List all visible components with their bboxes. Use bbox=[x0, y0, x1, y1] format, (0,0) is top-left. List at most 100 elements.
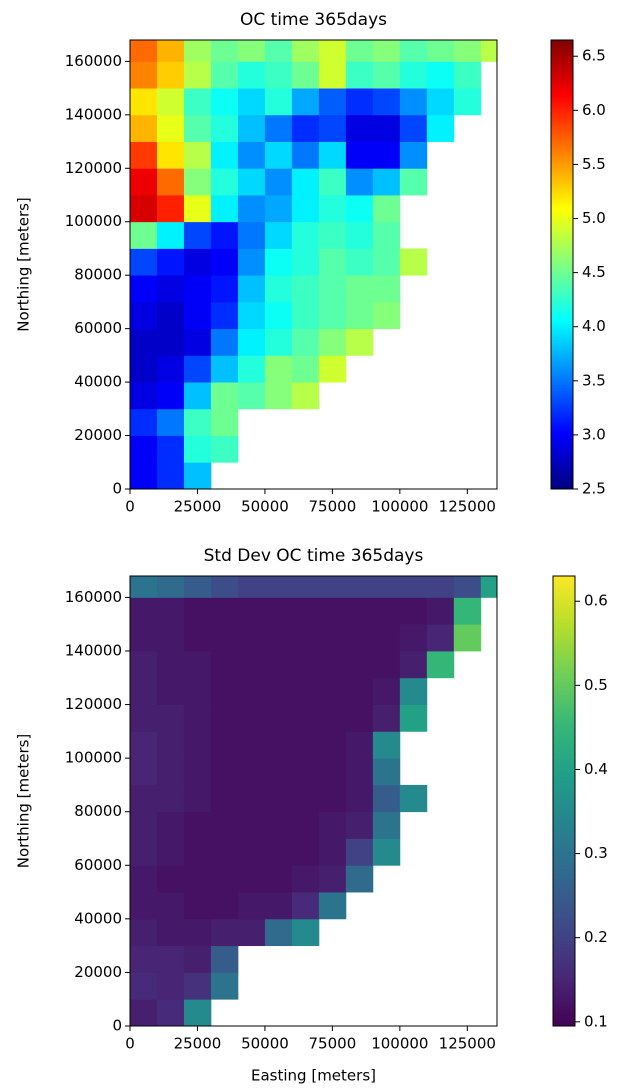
y-tick-label: 120000 bbox=[65, 695, 122, 713]
cell bbox=[156, 838, 185, 866]
y-tick-label: 100000 bbox=[65, 212, 122, 230]
y-tick-label: 60000 bbox=[74, 319, 122, 337]
cell bbox=[372, 275, 401, 303]
cell bbox=[372, 576, 401, 598]
cell bbox=[130, 221, 158, 249]
cell bbox=[291, 838, 320, 866]
cell bbox=[210, 141, 239, 169]
cell bbox=[237, 651, 266, 679]
cell bbox=[210, 651, 239, 679]
cell bbox=[237, 758, 266, 786]
cell bbox=[130, 784, 158, 813]
x-tick-label: 50000 bbox=[241, 1035, 289, 1053]
cell bbox=[399, 248, 428, 276]
cell bbox=[130, 275, 158, 303]
cell bbox=[156, 918, 185, 947]
cell bbox=[291, 597, 320, 625]
cell bbox=[183, 972, 212, 1000]
cell bbox=[156, 248, 185, 276]
cell bbox=[291, 918, 320, 947]
cell bbox=[130, 382, 158, 410]
cell bbox=[183, 811, 212, 839]
cell bbox=[426, 651, 455, 679]
cell bbox=[183, 195, 212, 223]
cell bbox=[156, 731, 185, 759]
cell bbox=[210, 597, 239, 625]
y-tick-label: 0 bbox=[112, 1017, 122, 1035]
cell bbox=[130, 88, 158, 116]
cell bbox=[399, 88, 428, 116]
cell bbox=[480, 40, 497, 62]
cell bbox=[264, 677, 293, 705]
cell bbox=[156, 677, 185, 705]
cell bbox=[264, 892, 293, 920]
x-tick-label: 0 bbox=[125, 1035, 135, 1053]
cell bbox=[210, 88, 239, 116]
cell bbox=[183, 677, 212, 705]
cell bbox=[345, 677, 374, 705]
cell bbox=[210, 328, 239, 356]
cell bbox=[183, 651, 212, 679]
chart-title: Std Dev OC time 365days bbox=[204, 546, 424, 566]
cell bbox=[372, 811, 401, 839]
cell bbox=[130, 462, 158, 489]
cell bbox=[264, 704, 293, 732]
cell bbox=[318, 624, 347, 652]
cell bbox=[318, 865, 347, 893]
axes-frame bbox=[129, 39, 498, 490]
cell bbox=[156, 811, 185, 839]
cell bbox=[372, 248, 401, 276]
cell bbox=[210, 677, 239, 705]
cell bbox=[291, 865, 320, 893]
cell bbox=[183, 114, 212, 142]
cell bbox=[399, 61, 428, 89]
cell bbox=[130, 301, 158, 330]
cell bbox=[183, 731, 212, 759]
cell bbox=[156, 999, 185, 1026]
cell bbox=[345, 576, 374, 598]
cell bbox=[291, 195, 320, 223]
cell bbox=[372, 114, 401, 142]
cell bbox=[399, 651, 428, 679]
cell bbox=[130, 892, 158, 920]
cell bbox=[156, 275, 185, 303]
cell bbox=[183, 918, 212, 947]
cell bbox=[130, 114, 158, 142]
x-tick-label: 100000 bbox=[371, 498, 428, 516]
cell bbox=[399, 677, 428, 705]
cell bbox=[130, 731, 158, 759]
colorbar-tick-label: 0.3 bbox=[584, 844, 608, 862]
cell bbox=[237, 918, 266, 947]
cell bbox=[318, 221, 347, 249]
heatmap bbox=[130, 40, 497, 489]
cell bbox=[264, 576, 293, 598]
cell bbox=[291, 892, 320, 920]
cell bbox=[156, 40, 185, 62]
cell bbox=[264, 301, 293, 330]
cell bbox=[372, 40, 401, 62]
cell bbox=[210, 758, 239, 786]
cell bbox=[372, 88, 401, 116]
colorbar-tick-label: 4.0 bbox=[582, 317, 606, 335]
cell bbox=[291, 704, 320, 732]
colorbar-tick-label: 3.5 bbox=[582, 371, 606, 389]
cell bbox=[130, 195, 158, 223]
cell bbox=[237, 88, 266, 116]
cell bbox=[183, 945, 212, 973]
x-tick-label: 100000 bbox=[371, 1035, 428, 1053]
cell bbox=[291, 811, 320, 839]
cell bbox=[210, 945, 239, 973]
x-axis-label: Easting [meters] bbox=[251, 1067, 376, 1085]
cell bbox=[210, 408, 239, 436]
cell bbox=[183, 758, 212, 786]
cell bbox=[264, 114, 293, 142]
y-tick-label: 160000 bbox=[65, 588, 122, 606]
y-axis-label: Northing [meters] bbox=[15, 197, 33, 332]
cell bbox=[237, 576, 266, 598]
cell bbox=[372, 758, 401, 786]
cell bbox=[130, 918, 158, 947]
cell bbox=[156, 355, 185, 383]
cell bbox=[237, 704, 266, 732]
cell bbox=[237, 114, 266, 142]
cell bbox=[399, 597, 428, 625]
